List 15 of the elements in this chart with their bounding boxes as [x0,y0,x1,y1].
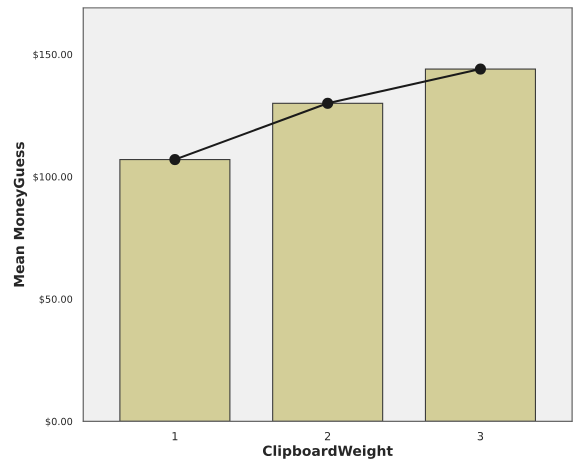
y-tick-label: $150.00 [33,50,72,60]
bar [272,102,384,422]
x-tick-label: 2 [324,432,330,440]
y-tick-label: $0.00 [46,418,72,426]
y-axis-title: Mean MoneyGuess [14,142,28,286]
bar [119,159,230,422]
x-tick-label: 3 [478,432,484,440]
point [169,154,180,166]
x-tick-label: 1 [172,432,178,440]
point [322,98,334,109]
y-tick-label: $50.00 [40,295,72,304]
bar [424,68,536,422]
point [474,63,486,75]
x-axis-title: ClipboardWeight [262,445,393,459]
y-tick-label: $100.00 [33,172,72,182]
